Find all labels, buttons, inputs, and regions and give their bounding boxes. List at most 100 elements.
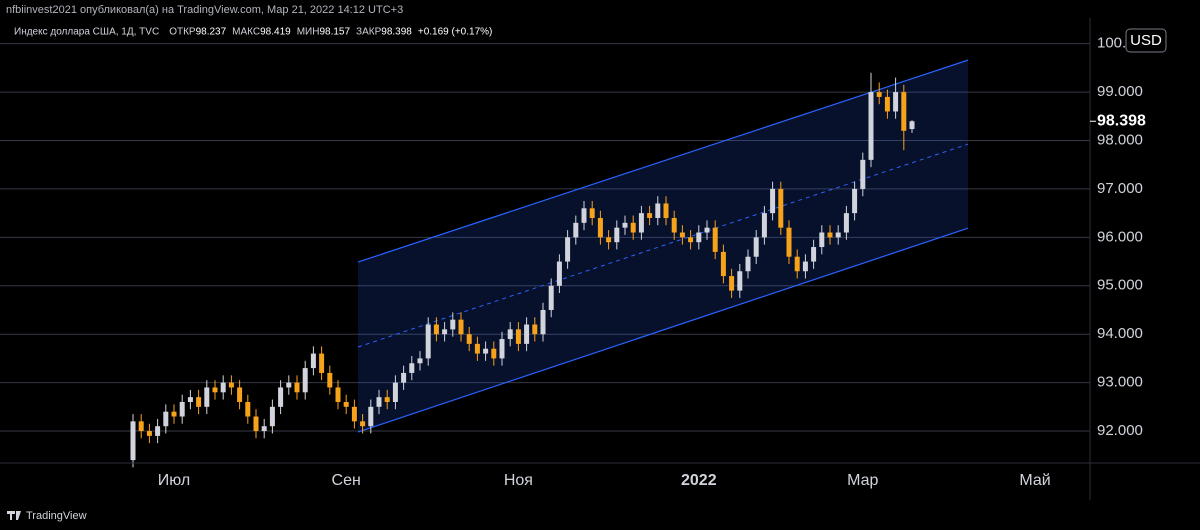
candle-body bbox=[688, 237, 694, 243]
candle-body bbox=[220, 382, 226, 393]
candle-body bbox=[343, 401, 349, 407]
y-tick-label: 97.000 bbox=[1097, 180, 1143, 197]
candle-body bbox=[745, 256, 751, 272]
candle-body bbox=[876, 92, 882, 97]
candle-body bbox=[245, 401, 251, 417]
legend-value: 98.419 bbox=[260, 27, 291, 38]
publisher: nfbiinvest2021 опубликовал(а) на Trading… bbox=[6, 4, 403, 16]
candle-body bbox=[450, 319, 456, 330]
candle-body bbox=[130, 421, 136, 461]
symbol-title: Индекс доллара США, 1Д, TVC bbox=[14, 27, 159, 38]
candle-body bbox=[893, 92, 899, 112]
x-tick-label: Май bbox=[1019, 472, 1050, 489]
candle-body bbox=[351, 406, 357, 422]
candle-body bbox=[573, 222, 579, 238]
x-tick-label: Сен bbox=[332, 472, 361, 489]
currency-label: USD bbox=[1130, 32, 1162, 49]
candle-body bbox=[589, 208, 595, 218]
candle-body bbox=[515, 329, 521, 344]
candle-body bbox=[827, 232, 833, 238]
candle-body bbox=[729, 276, 735, 291]
candle-body bbox=[647, 213, 653, 218]
y-tick-label: 98.000 bbox=[1097, 131, 1143, 148]
candle-body bbox=[901, 92, 907, 131]
channel-middle bbox=[357, 143, 969, 348]
legend-value: 98.398 bbox=[381, 27, 412, 38]
candle-body bbox=[483, 348, 489, 354]
candle-body bbox=[335, 387, 341, 402]
candle-body bbox=[704, 227, 710, 233]
candle-body bbox=[860, 159, 866, 189]
candle-body bbox=[794, 256, 800, 272]
candle-body bbox=[622, 222, 628, 228]
candle-body bbox=[597, 217, 603, 238]
candle-body bbox=[269, 406, 275, 427]
candle-body bbox=[212, 387, 218, 393]
candle-body bbox=[524, 324, 530, 344]
candle-body bbox=[556, 261, 562, 286]
candle-body bbox=[253, 416, 259, 432]
candle-body bbox=[540, 309, 546, 335]
candle-body bbox=[302, 368, 308, 393]
x-tick-label: Июл bbox=[158, 472, 190, 489]
candle-body bbox=[638, 213, 644, 233]
candle-body bbox=[187, 397, 193, 402]
candle-body bbox=[458, 319, 464, 335]
candle-body bbox=[835, 232, 841, 238]
y-tick-label: 93.000 bbox=[1097, 374, 1143, 391]
candle-body bbox=[761, 213, 767, 238]
candle-body bbox=[401, 372, 407, 383]
candle-body bbox=[565, 237, 571, 262]
legend: Индекс доллара США, 1Д, TVC ОТКР 98.237 МА… bbox=[14, 27, 492, 38]
candle-body bbox=[466, 334, 472, 344]
legend-value: 98.237 bbox=[196, 27, 227, 38]
last-price-label: 98.398 bbox=[1097, 112, 1146, 129]
candle-body bbox=[720, 251, 726, 277]
legend-change: +0.169 (+0.17%) bbox=[418, 27, 493, 38]
candle-body bbox=[786, 227, 792, 257]
candle-body bbox=[606, 237, 612, 243]
candle-body bbox=[712, 227, 718, 252]
candle-body bbox=[868, 92, 874, 160]
candle-body bbox=[237, 387, 243, 402]
candle-body bbox=[442, 329, 448, 335]
candle-body bbox=[368, 406, 374, 427]
brand: TradingView bbox=[26, 510, 87, 522]
candle-body bbox=[146, 431, 152, 436]
candle-body bbox=[852, 188, 858, 214]
y-tick-label: 92.000 bbox=[1097, 422, 1143, 439]
legend-label: ОТКР bbox=[169, 27, 196, 38]
candle-body bbox=[581, 208, 587, 223]
channel-upper bbox=[357, 59, 969, 263]
candle-body bbox=[179, 401, 185, 417]
candle-body bbox=[163, 411, 169, 427]
y-tick-label: 95.000 bbox=[1097, 277, 1143, 294]
candle-body bbox=[491, 348, 497, 359]
candle-body bbox=[433, 324, 439, 335]
legend-label: ЗАКР bbox=[356, 27, 382, 38]
candle-body bbox=[655, 203, 661, 218]
legend-value: 98.157 bbox=[319, 27, 350, 38]
candle-body bbox=[138, 421, 144, 432]
candle-body bbox=[360, 421, 366, 427]
x-tick-label: Ноя bbox=[504, 472, 533, 489]
candle-body bbox=[630, 222, 636, 233]
candle-body bbox=[909, 121, 915, 130]
candle-body bbox=[409, 363, 415, 373]
candle-body bbox=[474, 343, 480, 354]
candle-body bbox=[663, 203, 669, 218]
plot-area bbox=[0, 43, 1090, 468]
candle-body bbox=[425, 324, 431, 359]
candle-body bbox=[171, 411, 177, 417]
candle-body bbox=[319, 353, 325, 373]
channel-lower bbox=[357, 227, 969, 433]
legend-label: МИН bbox=[297, 27, 320, 38]
candle-body bbox=[417, 358, 423, 364]
candle-body bbox=[376, 397, 382, 407]
logo bbox=[7, 511, 21, 520]
candle-body bbox=[770, 188, 776, 214]
candle-body bbox=[507, 329, 513, 340]
